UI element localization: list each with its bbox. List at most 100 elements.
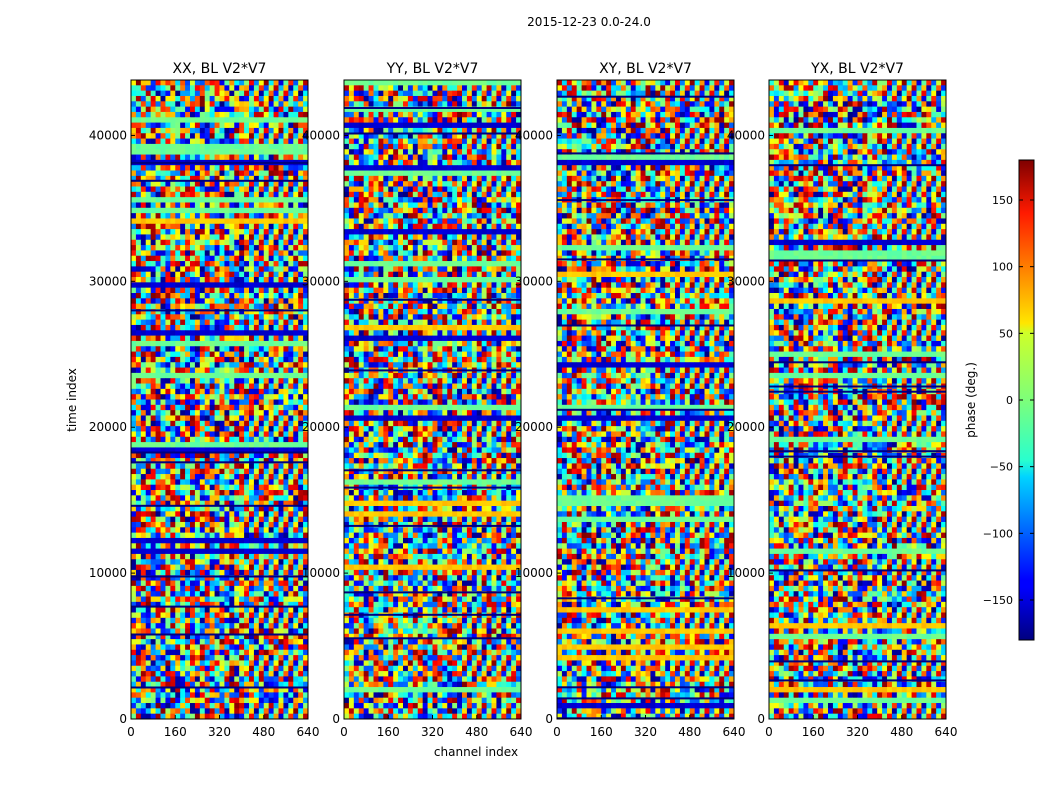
heatmap-cell — [263, 271, 270, 278]
heatmap-cell — [180, 298, 186, 305]
heatmap-cell — [298, 617, 304, 624]
heatmap-cell — [288, 170, 294, 177]
data-gap-line — [131, 575, 308, 578]
heatmap-cell — [199, 383, 206, 390]
heatmap-cell — [131, 250, 137, 257]
heatmap-cell — [194, 410, 201, 416]
heatmap-cell — [145, 495, 152, 502]
heatmap-cell — [293, 351, 299, 358]
heatmap-cell — [150, 644, 156, 651]
heatmap-cell — [239, 500, 245, 507]
heatmap-cell — [165, 340, 171, 347]
heatmap-cell — [204, 308, 211, 315]
heatmap-cell — [204, 133, 211, 139]
heatmap-cell — [204, 90, 211, 97]
heatmap-cell — [253, 410, 260, 416]
heatmap-cell — [471, 80, 478, 86]
heatmap-cell — [160, 633, 166, 640]
heatmap-cell — [293, 80, 299, 86]
heatmap-cell — [155, 687, 161, 693]
heatmap-cell — [263, 372, 270, 379]
heatmap-cell — [383, 159, 389, 166]
heatmap-cell — [175, 537, 181, 544]
heatmap-cell — [278, 537, 284, 544]
heatmap-cell — [268, 703, 274, 709]
heatmap-cell — [175, 207, 181, 214]
heatmap-cell — [273, 436, 279, 443]
heatmap-cell — [288, 527, 294, 534]
heatmap-cell — [214, 367, 220, 374]
heatmap-cell — [249, 149, 255, 155]
heatmap-cell — [249, 410, 255, 416]
heatmap-cell — [268, 277, 274, 283]
heatmap-cell — [180, 601, 186, 608]
heatmap-cell — [244, 410, 250, 416]
heatmap-cell — [199, 585, 206, 592]
heatmap-cell — [348, 106, 355, 113]
heatmap-cell — [170, 490, 176, 496]
heatmap-cell — [199, 197, 206, 203]
heatmap-cell — [135, 80, 142, 86]
heatmap-cell — [135, 484, 142, 491]
heatmap-cell — [131, 191, 137, 198]
heatmap-cell — [170, 468, 176, 475]
heatmap-cell — [273, 671, 279, 677]
heatmap-cell — [273, 277, 279, 283]
heatmap-cell — [288, 293, 294, 299]
heatmap-cell — [268, 452, 274, 459]
heatmap-cell — [427, 149, 433, 155]
heatmap-cell — [239, 181, 245, 187]
heatmap-cell — [224, 143, 230, 150]
heatmap-cell — [258, 500, 265, 507]
heatmap-cell — [219, 175, 225, 182]
heatmap-cell — [165, 537, 171, 544]
heatmap-cell — [229, 532, 235, 539]
heatmap-cell — [253, 639, 260, 645]
heatmap-cell — [170, 378, 176, 384]
heatmap-cell — [165, 266, 171, 273]
heatmap-cell — [214, 207, 220, 214]
heatmap-cell — [432, 159, 438, 166]
heatmap-cell — [244, 713, 250, 720]
heatmap-cell — [229, 697, 235, 704]
heatmap-cell — [268, 122, 274, 129]
heatmap-cell — [283, 101, 289, 108]
heatmap-cell — [298, 559, 304, 565]
heatmap-cell — [249, 676, 255, 683]
heatmap-cell — [249, 404, 255, 411]
heatmap-cell — [204, 287, 211, 294]
heatmap-cell — [273, 362, 279, 368]
heatmap-cell — [244, 612, 250, 619]
heatmap-cell — [190, 644, 196, 651]
heatmap-cell — [244, 261, 250, 267]
heatmap-cell — [224, 484, 230, 491]
heatmap-cell — [199, 532, 206, 539]
heatmap-cell — [160, 340, 166, 347]
heatmap-cell — [263, 410, 270, 416]
heatmap-cell — [214, 101, 220, 108]
heatmap-cell — [481, 127, 487, 134]
heatmap-cell — [209, 181, 215, 187]
heatmap-cell — [219, 255, 225, 262]
heatmap-cell — [145, 601, 152, 608]
heatmap-cell — [298, 170, 304, 177]
heatmap-cell — [486, 165, 492, 171]
heatmap-cell — [229, 149, 235, 155]
heatmap-cell — [145, 367, 152, 374]
heatmap-cell — [135, 692, 142, 699]
heatmap-cell — [501, 127, 507, 134]
heatmap-cell — [258, 687, 265, 693]
heatmap-cell — [155, 202, 161, 209]
heatmap-cell — [219, 261, 225, 267]
heatmap-cell — [135, 213, 142, 219]
heatmap-cell — [209, 303, 215, 310]
heatmap-cell — [239, 495, 245, 502]
heatmap-cell — [293, 298, 299, 305]
heatmap-cell — [194, 639, 201, 645]
heatmap-cell — [239, 527, 245, 534]
heatmap-cell — [180, 143, 186, 150]
heatmap-cell — [209, 324, 215, 331]
heatmap-cell — [288, 277, 294, 283]
heatmap-cell — [224, 575, 230, 581]
heatmap-cell — [204, 500, 211, 507]
